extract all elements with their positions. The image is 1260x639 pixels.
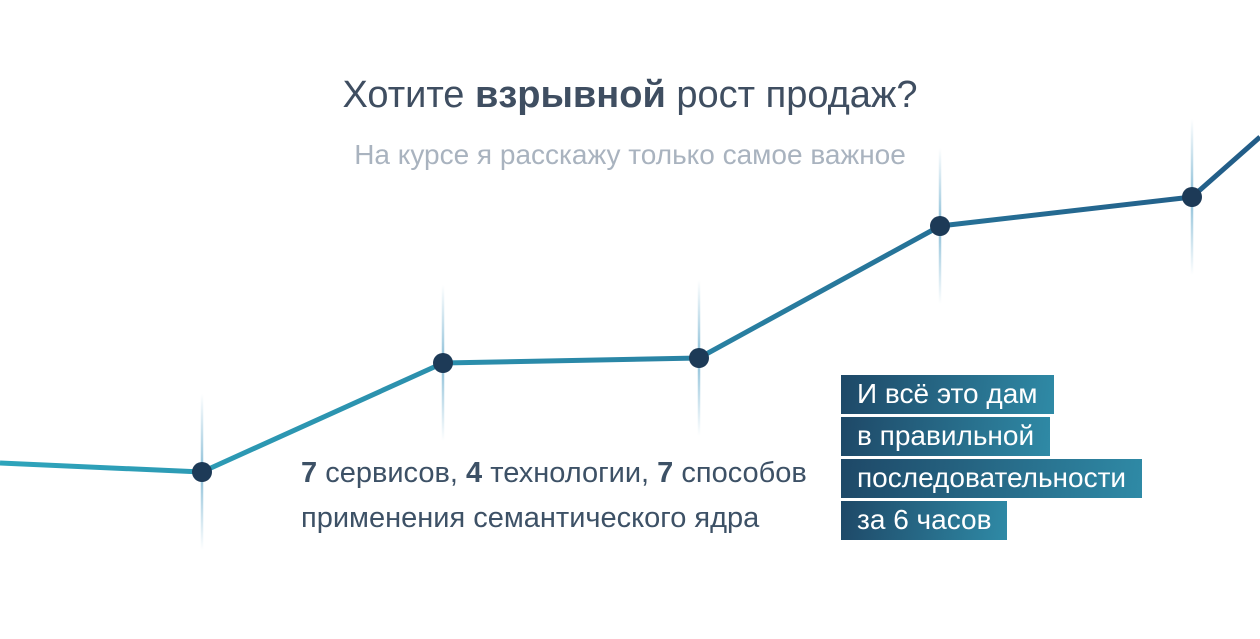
- chart-point: [930, 216, 950, 236]
- page-title-prefix: Хотите: [342, 74, 476, 116]
- highlight-badge-3: последовательности: [841, 459, 1143, 498]
- page-title-emphasis: взрывной: [475, 74, 666, 116]
- stats-word-services: сервисов,: [317, 457, 467, 489]
- stats-text: 7 сервисов, 4 технологии, 7 способов при…: [301, 451, 807, 541]
- highlight-badge-1: И всё это дам: [841, 375, 1054, 414]
- page-title-suffix: рост продаж?: [665, 74, 918, 116]
- chart-point: [1182, 187, 1202, 207]
- chart-point: [192, 462, 212, 482]
- chart-markers: [192, 187, 1202, 482]
- stats-word-ways: способов: [673, 457, 807, 489]
- chart-point: [433, 353, 453, 373]
- stats-word-technologies: технологии,: [482, 457, 658, 489]
- stats-line-1: 7 сервисов, 4 технологии, 7 способов: [301, 451, 807, 496]
- highlight-badge-2: в правильной: [841, 417, 1051, 456]
- stats-number-technologies: 4: [466, 457, 483, 489]
- highlight-badge-4: за 6 часов: [841, 501, 1008, 540]
- page-title: Хотите взрывной рост продаж?: [0, 74, 1260, 117]
- highlight-badges: И всё это дам в правильной последователь…: [841, 375, 1143, 543]
- stats-number-ways: 7: [657, 457, 674, 489]
- stats-line-2: применения семантического ядра: [301, 502, 760, 534]
- chart-point: [689, 348, 709, 368]
- stats-number-services: 7: [301, 457, 318, 489]
- page-subtitle: На курсе я расскажу только самое важное: [354, 139, 906, 170]
